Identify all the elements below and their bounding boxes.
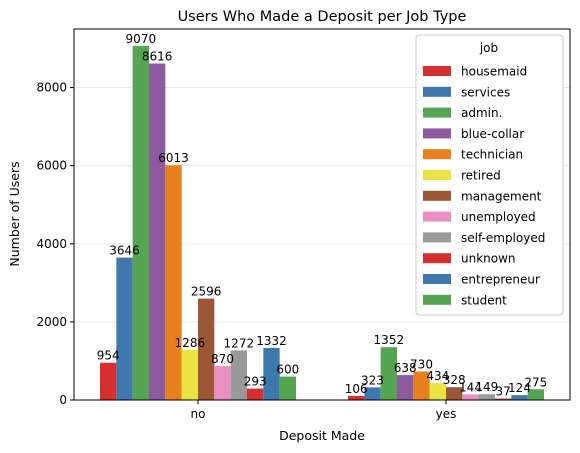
data-label: 124: [508, 381, 531, 395]
data-label: 9070: [126, 32, 157, 46]
bar-technician-no: [165, 165, 182, 400]
y-axis-label: Number of Users: [7, 161, 22, 266]
bar-student-yes: [527, 389, 544, 400]
data-label: 8616: [142, 50, 173, 64]
bar-unemployed-no: [214, 366, 231, 400]
legend-swatch: [423, 253, 451, 264]
data-label: 328: [443, 373, 466, 387]
legend-swatch: [423, 86, 451, 97]
data-label: 275: [524, 375, 547, 389]
data-label: 434: [426, 369, 449, 383]
bar-unemployed-yes: [462, 394, 479, 400]
data-label: 37: [496, 385, 511, 399]
y-tick-label: 6000: [36, 159, 67, 173]
legend-label: housemaid: [461, 65, 527, 79]
plot-frame: [73, 28, 571, 401]
bar-entrepreneur-yes: [511, 395, 528, 400]
legend-swatch: [423, 107, 451, 118]
data-label: 149: [475, 380, 498, 394]
legend-label: self-employed: [461, 231, 545, 245]
data-label: 6013: [158, 151, 189, 165]
bar-technician-yes: [413, 371, 430, 400]
data-label: 600: [276, 363, 299, 377]
bar-retired-no: [181, 349, 198, 400]
data-label: 1352: [374, 333, 405, 347]
legend-label: unknown: [461, 252, 516, 266]
bars: [100, 45, 544, 401]
data-label: 1272: [224, 336, 255, 350]
y-tick-label: 2000: [36, 315, 67, 329]
bar-blue-collar-no: [149, 63, 166, 401]
legend-entries: housemaid services admin. blue-collar techni…: [423, 65, 545, 307]
legend-swatch: [423, 294, 451, 305]
bar-unknown-yes: [495, 398, 512, 400]
bar-services-no: [116, 257, 133, 400]
bar-admin--no: [132, 45, 149, 400]
y-tick-label: 4000: [36, 237, 67, 251]
legend-label: services: [461, 85, 510, 99]
legend-label: student: [461, 293, 507, 307]
bar-admin--yes: [380, 347, 397, 400]
legend-swatch: [423, 190, 451, 201]
x-axis-label: Deposit Made: [279, 428, 365, 443]
data-label: 730: [410, 357, 433, 371]
data-label: 954: [97, 349, 120, 363]
legend-label: technician: [461, 148, 523, 162]
data-label: 1286: [175, 336, 206, 350]
legend-swatch: [423, 211, 451, 222]
legend-swatch: [423, 128, 451, 139]
bar-retired-yes: [429, 383, 446, 400]
bar-services-yes: [364, 387, 381, 400]
bar-management-no: [198, 298, 215, 400]
legend-swatch: [423, 232, 451, 243]
legend: job housemaid services admin. blue-collar te…: [415, 34, 564, 316]
legend-swatch: [423, 66, 451, 76]
data-label: 2596: [191, 285, 222, 299]
axes: 0 2000 4000 6000 8000 no yes: [36, 81, 456, 421]
data-label: 106: [345, 382, 368, 396]
legend-label: unemployed: [461, 210, 536, 224]
legend-label: management: [461, 189, 542, 203]
chart-title: Users Who Made a Deposit per Job Type: [178, 9, 467, 25]
legend-swatch: [423, 274, 451, 284]
legend-box: [415, 34, 564, 316]
y-tick-label: 8000: [36, 81, 67, 95]
x-tick-label: yes: [436, 407, 457, 421]
data-label: 1332: [256, 334, 287, 348]
bar-housemaid-yes: [348, 395, 365, 400]
bar-entrepreneur-no: [263, 347, 280, 400]
bar-blue-collar-yes: [397, 375, 414, 400]
bar-unknown-no: [247, 388, 264, 400]
bar-self-employed-yes: [478, 394, 495, 400]
legend-swatch: [423, 170, 451, 180]
legend-label: admin.: [461, 106, 502, 120]
legend-label: blue-collar: [461, 127, 524, 141]
bar-self-employed-no: [230, 350, 247, 400]
x-tick-label: no: [191, 407, 206, 421]
legend-label: retired: [461, 169, 501, 183]
data-label: 144: [459, 380, 482, 394]
data-label: 870: [211, 352, 234, 366]
bar-management-yes: [446, 387, 463, 400]
data-labels: 954 3646 9070 8616 6013 1286 2596 870 1272 293 133…: [97, 32, 548, 399]
bar-student-no: [279, 376, 296, 400]
data-label: 3646: [109, 244, 140, 258]
data-label: 323: [361, 373, 384, 387]
y-tick-label: 0: [59, 393, 67, 407]
legend-label: entrepreneur: [461, 273, 540, 287]
legend-swatch: [423, 149, 451, 160]
legend-title: job: [479, 41, 498, 55]
bar-housemaid-no: [100, 362, 117, 400]
data-label: 293: [244, 375, 267, 389]
data-label: 638: [394, 361, 417, 375]
